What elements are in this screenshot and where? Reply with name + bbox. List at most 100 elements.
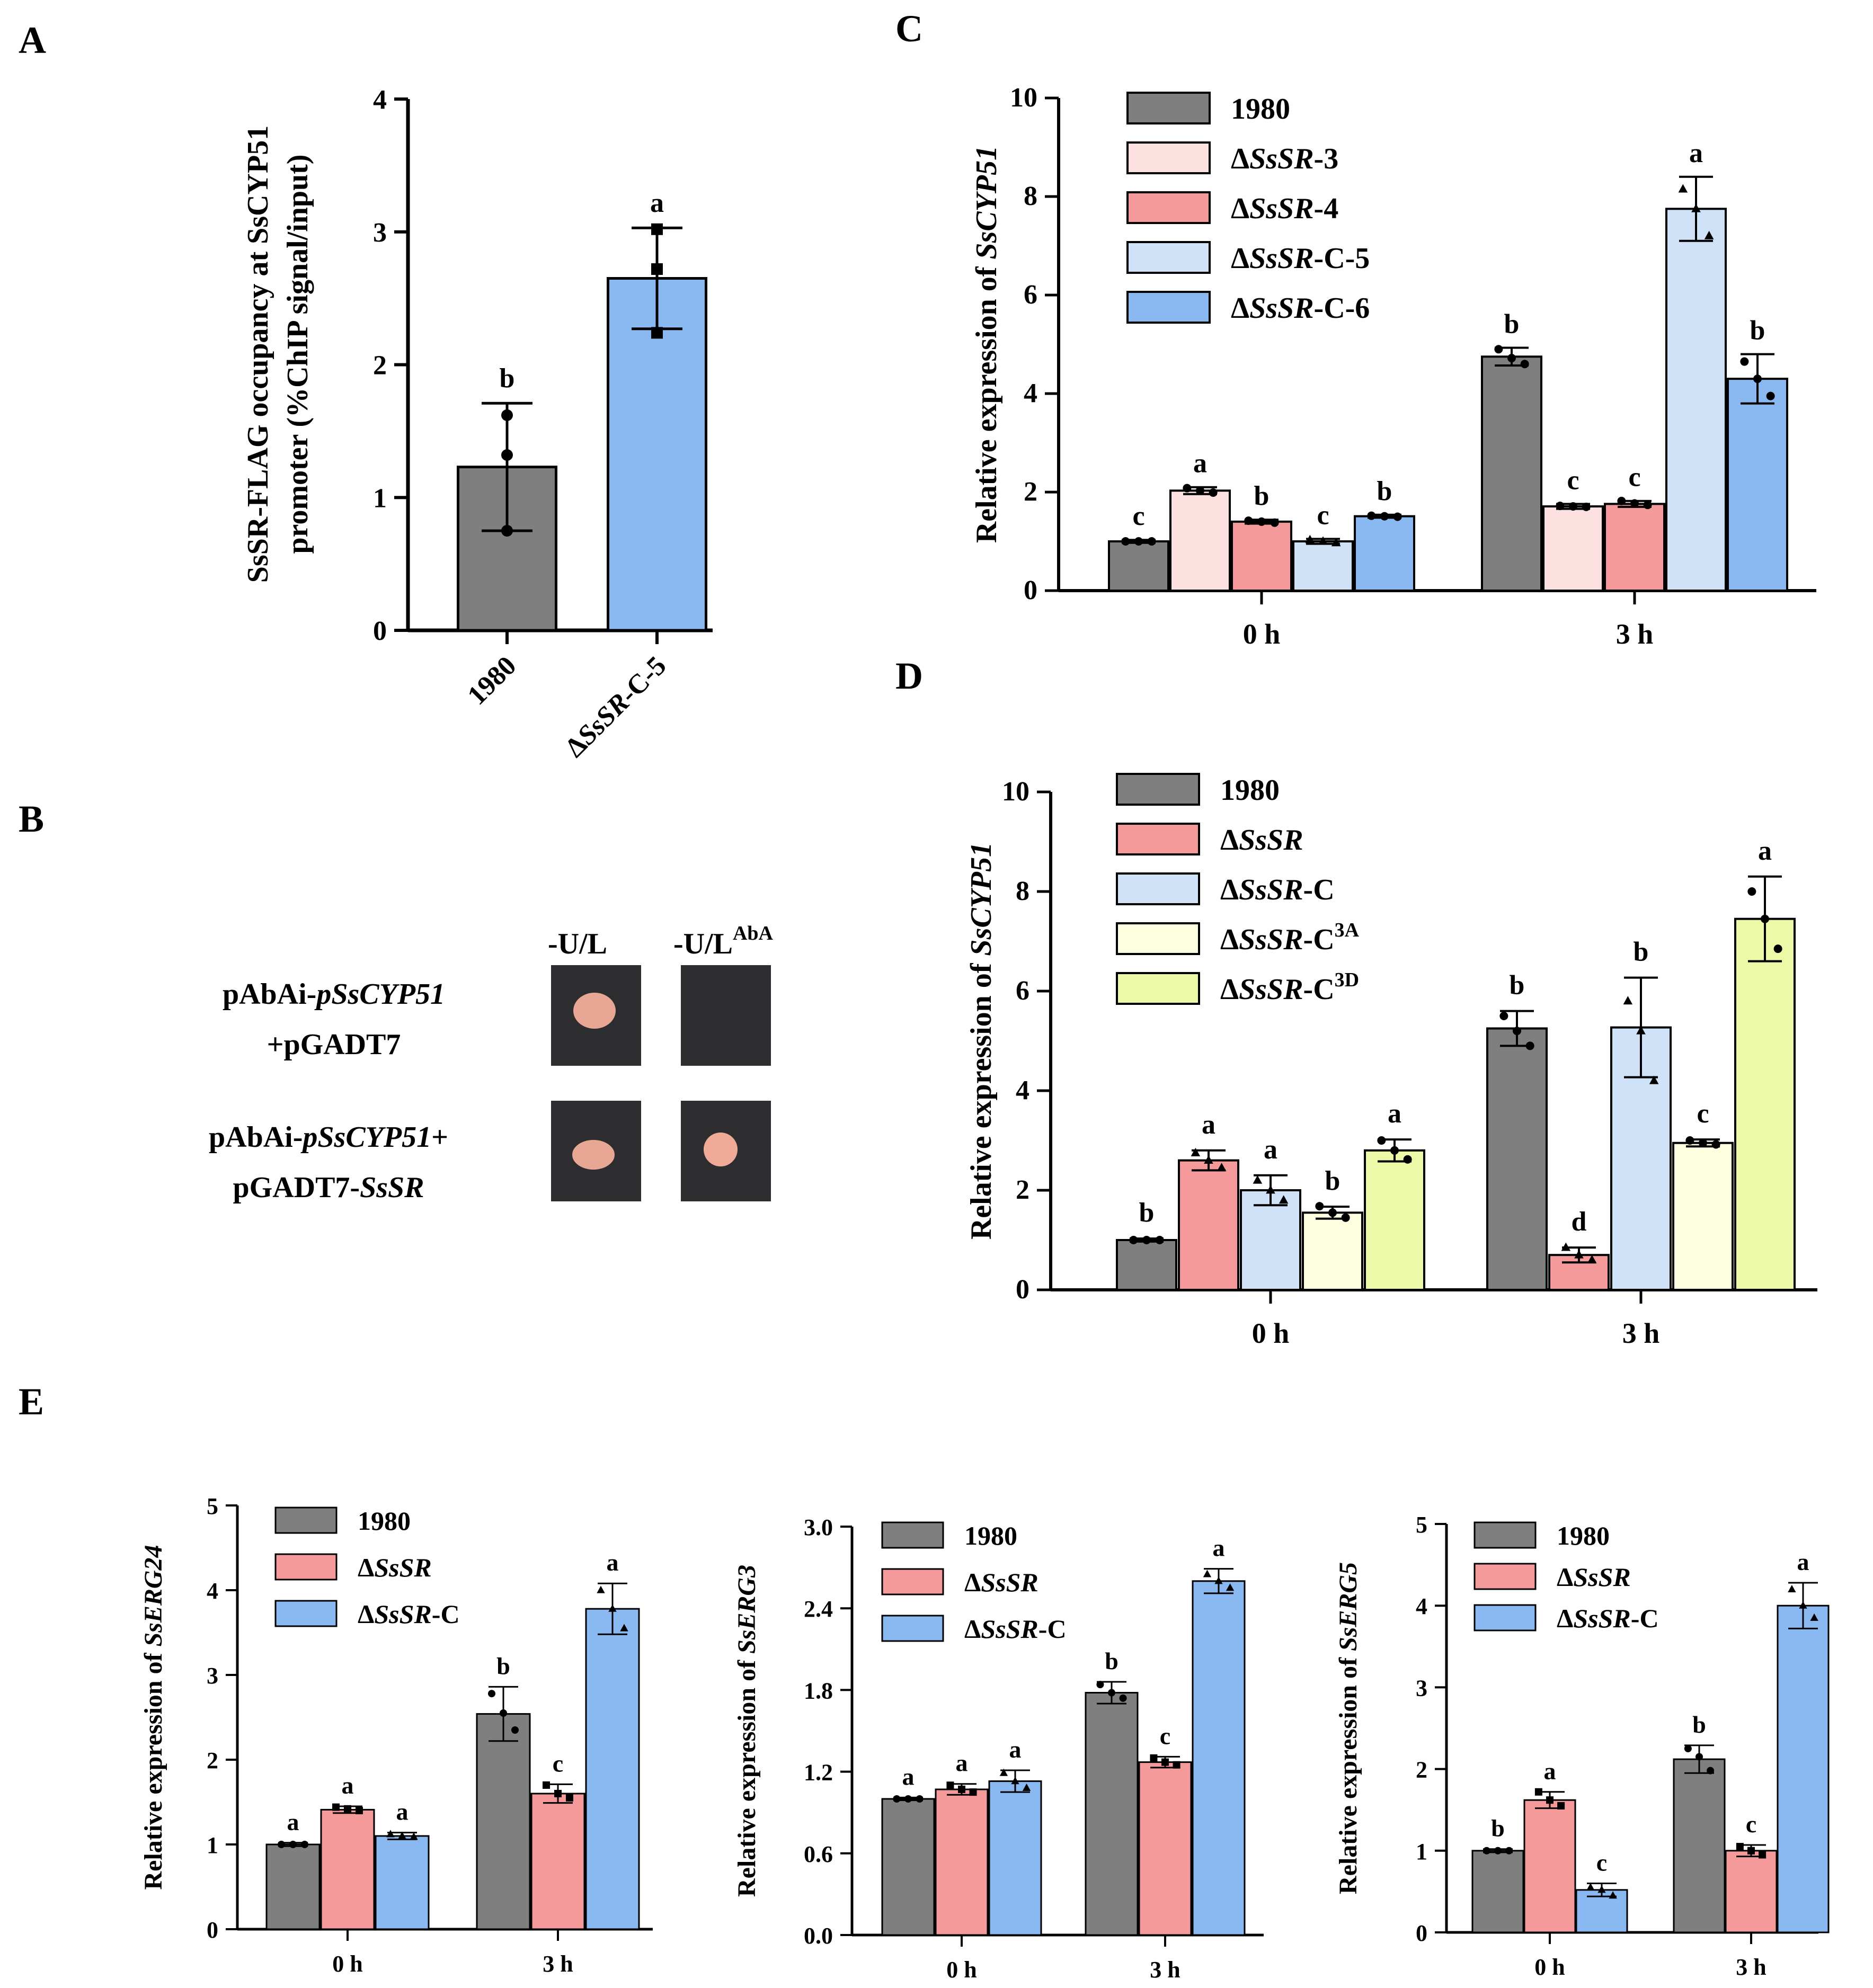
legend-label: ΔSsSR-C bbox=[1220, 873, 1335, 906]
significance-label: b bbox=[500, 363, 515, 394]
legend-label-part-1: SsSR bbox=[981, 1614, 1038, 1644]
x-category-label: 3 h bbox=[543, 1951, 573, 1977]
col-header-ul-aba-sup: AbA bbox=[733, 922, 774, 944]
x-category-label: 0 h bbox=[1252, 1317, 1290, 1349]
legend-label-part-1: SsSR bbox=[1239, 824, 1303, 857]
bar bbox=[1486, 1027, 1548, 1291]
y-tick-label: 2 bbox=[207, 1748, 218, 1773]
legend-label-part-2: -C bbox=[1303, 923, 1335, 956]
data-point bbox=[1691, 203, 1701, 212]
legend-label-part-0: 1980 bbox=[358, 1506, 411, 1536]
bar bbox=[265, 1843, 321, 1930]
data-point bbox=[1494, 1847, 1502, 1855]
bar bbox=[530, 1793, 585, 1930]
legend-label: ΔSsSR bbox=[1220, 824, 1303, 857]
bar bbox=[585, 1608, 640, 1930]
y-axis-label: Relative expression of SsCYP51 bbox=[970, 146, 1003, 543]
bar bbox=[1302, 1211, 1363, 1291]
data-point bbox=[1799, 1601, 1807, 1609]
significance-label: c bbox=[1317, 500, 1329, 530]
bar bbox=[1108, 540, 1169, 592]
bar bbox=[1085, 1692, 1139, 1936]
y-axis-label: Relative expression of SsCYP51 bbox=[965, 842, 998, 1240]
chart-c: 0 2 4 6 8 10 0 h c a b c b 3 h b c c a b Relative expressi… bbox=[970, 83, 1816, 650]
y-tick-label: 10 bbox=[1010, 83, 1037, 113]
y-axis-label-prefix: Relative expression of bbox=[139, 1647, 167, 1890]
y-tick-label: 5 bbox=[207, 1493, 218, 1519]
x-category-label: 0 h bbox=[1534, 1954, 1565, 1980]
data-point bbox=[1636, 1026, 1646, 1035]
data-point bbox=[488, 1690, 495, 1698]
legend-label-part-0: 1980 bbox=[1231, 93, 1290, 126]
y-tick-label: 2 bbox=[1016, 1175, 1029, 1205]
y-tick-label: 1 bbox=[207, 1832, 218, 1858]
legend-label-part-0: 1980 bbox=[1220, 774, 1280, 807]
significance-label: b bbox=[1504, 309, 1520, 340]
bar bbox=[1169, 489, 1231, 592]
data-point bbox=[916, 1795, 924, 1803]
data-point bbox=[1121, 537, 1130, 546]
significance-label: a bbox=[1264, 1135, 1277, 1165]
data-point bbox=[1244, 516, 1253, 525]
data-point bbox=[1609, 1891, 1617, 1899]
legend-label: ΔSsSR-C bbox=[964, 1614, 1067, 1644]
chart-e-erg3: 0.0 0.6 1.2 1.8 2.4 3.0 0 h a a a 3 h b c a Relative e… bbox=[733, 1514, 1264, 1983]
row1-prefix: pAbAi- bbox=[223, 978, 316, 1011]
legend-label-part-2: -C bbox=[1303, 873, 1335, 906]
y-tick-label: 3 bbox=[1416, 1675, 1427, 1701]
y-tick-label: 2.4 bbox=[804, 1596, 833, 1622]
y-tick-label: 2 bbox=[1024, 477, 1037, 507]
data-point bbox=[1217, 1163, 1227, 1172]
legend-label-part-2: -C bbox=[432, 1599, 460, 1629]
data-point bbox=[1582, 502, 1591, 511]
data-point bbox=[1699, 1138, 1707, 1147]
y-tick-label: 4 bbox=[1016, 1075, 1029, 1106]
data-point bbox=[1279, 1195, 1289, 1204]
y-axis-label-gene: SsERG3 bbox=[733, 1565, 761, 1654]
col-header-ul-aba: -U/LAbA bbox=[673, 922, 774, 960]
bar bbox=[1777, 1604, 1830, 1933]
data-point bbox=[500, 1709, 507, 1717]
significance-label: a bbox=[1213, 1535, 1225, 1562]
y-axis-label: Relative expression of SsERG24 bbox=[139, 1545, 167, 1889]
significance-label: b bbox=[1325, 1166, 1341, 1196]
significance-label: a bbox=[1388, 1099, 1401, 1129]
bar bbox=[1138, 1761, 1192, 1936]
legend-label-part-0: Δ bbox=[1231, 192, 1249, 225]
significance-label: a bbox=[1009, 1736, 1022, 1763]
row1-label-line2: +pGADT7 bbox=[267, 1028, 401, 1061]
data-point bbox=[398, 1831, 406, 1839]
data-point bbox=[1623, 996, 1633, 1005]
y-tick-label: 4 bbox=[373, 85, 387, 115]
y-axis-label-line1: SsSR-FLAG occupancy at SsCYP51 bbox=[242, 126, 274, 583]
significance-label: a bbox=[1689, 138, 1703, 168]
legend-label-part-2: -C-6 bbox=[1314, 292, 1370, 325]
data-point bbox=[301, 1841, 308, 1848]
data-point bbox=[1204, 1155, 1213, 1164]
legend-label: ΔSsSR-C bbox=[1557, 1603, 1659, 1633]
data-point bbox=[1147, 537, 1156, 546]
legend-label-part-1: SsSR bbox=[1249, 292, 1313, 325]
x-category-label: 3 h bbox=[1150, 1957, 1180, 1983]
data-point bbox=[501, 449, 513, 461]
data-point bbox=[1096, 1681, 1104, 1689]
data-point bbox=[608, 1604, 617, 1612]
data-point bbox=[1711, 1140, 1720, 1149]
legend-label: ΔSsSR-C-6 bbox=[1231, 292, 1370, 325]
bar bbox=[375, 1835, 430, 1930]
data-point bbox=[554, 1790, 562, 1797]
legend-label-part-0: Δ bbox=[964, 1567, 981, 1597]
data-point bbox=[1377, 1136, 1386, 1145]
x-category-label-part-0: 1980 bbox=[462, 650, 522, 711]
bar bbox=[1665, 208, 1727, 592]
data-point bbox=[1525, 1041, 1534, 1050]
legend-label-part-1: SsSR bbox=[1249, 242, 1313, 275]
data-point bbox=[1630, 499, 1639, 508]
x-category-label: 0 h bbox=[332, 1951, 362, 1977]
chart-d: 0 2 4 6 8 10 0 h b a a b a 3 h b d b c a Relative expressi… bbox=[965, 773, 1817, 1349]
data-point bbox=[1331, 538, 1341, 547]
legend-label-part-1: SsSR bbox=[1239, 973, 1303, 1006]
data-point bbox=[501, 524, 513, 537]
panel-letter-b: B bbox=[19, 798, 44, 840]
